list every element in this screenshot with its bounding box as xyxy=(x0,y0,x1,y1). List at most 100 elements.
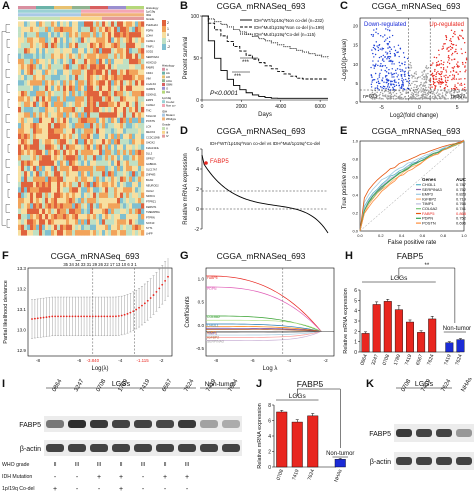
heatmap-cell xyxy=(108,32,112,38)
bar xyxy=(383,301,392,353)
heatmap-cell xyxy=(27,42,31,49)
heatmap-cell xyxy=(36,32,40,38)
heatmap-cell xyxy=(135,128,139,134)
volcano-point xyxy=(410,67,413,69)
heatmap-gene-label: PDPN xyxy=(146,28,153,32)
roc-table-auc: 0.752 xyxy=(456,187,467,192)
heatmap-cell xyxy=(87,128,91,134)
heatmap-cell xyxy=(78,37,82,43)
volcano-point xyxy=(379,97,381,99)
heatmap-cell xyxy=(126,144,130,150)
heatmap-cell xyxy=(126,101,130,108)
cv-point xyxy=(51,315,54,318)
heatmap-cell xyxy=(72,112,76,118)
heatmap-cell xyxy=(135,192,139,199)
heatmap-cell xyxy=(57,128,61,134)
heatmap-cell xyxy=(42,58,46,65)
heatmap-cell xyxy=(42,144,46,150)
heatmap-cell xyxy=(51,219,55,225)
heatmap-cell xyxy=(78,117,82,124)
heatmap-cell xyxy=(114,230,118,236)
heatmap-cell xyxy=(18,117,22,124)
volcano-point xyxy=(460,78,462,80)
heatmap-track-cell xyxy=(69,9,72,13)
volcano-point xyxy=(370,33,373,36)
significance-mark: ** xyxy=(316,385,321,390)
heatmap-cell xyxy=(120,165,124,172)
bar-category-label: 7624 xyxy=(426,353,436,366)
volcano-point xyxy=(408,75,411,77)
heatmap-cell xyxy=(42,80,46,86)
heatmap-cell xyxy=(60,219,64,225)
heatmap-cell xyxy=(45,203,49,209)
heatmap-cell xyxy=(135,80,139,86)
volcano-point xyxy=(451,52,454,55)
heatmap-cell xyxy=(120,224,124,231)
volcano-point xyxy=(393,76,395,78)
heatmap-cell xyxy=(90,160,94,167)
heatmap-track-cell xyxy=(39,16,42,20)
heatmap-track-cell xyxy=(78,9,81,13)
heatmap-cell xyxy=(105,176,109,183)
heatmap-cell xyxy=(84,123,88,129)
heatmap-cell xyxy=(75,224,79,231)
heatmap-cell xyxy=(141,26,145,33)
heatmap-cell xyxy=(117,42,121,49)
volcano-point xyxy=(453,76,456,78)
volcano-point xyxy=(454,84,456,86)
heatmap-cell xyxy=(99,139,103,145)
volcano-point xyxy=(395,72,397,74)
heatmap-cell xyxy=(81,53,85,60)
heatmap-cell xyxy=(84,90,88,97)
heatmap-cell xyxy=(96,58,100,65)
heatmap-cell xyxy=(30,171,34,177)
heatmap-track-cell xyxy=(27,6,30,10)
heatmap-cell xyxy=(117,69,121,76)
heatmap-cell xyxy=(39,74,43,81)
heatmap-cell xyxy=(57,192,61,199)
heatmap-cell xyxy=(108,26,112,33)
heatmap-cell xyxy=(132,42,136,49)
heatmap-cell xyxy=(78,214,82,220)
heatmap-cell xyxy=(45,214,49,220)
heatmap-cell xyxy=(93,53,97,60)
heatmap-cell xyxy=(45,96,49,102)
heatmap-cell xyxy=(90,181,94,188)
heatmap-cell xyxy=(105,155,109,161)
heatmap-cell xyxy=(42,42,46,49)
blot-band xyxy=(222,444,240,452)
y-tick-label: 100 xyxy=(191,14,200,20)
volcano-point xyxy=(391,95,393,98)
volcano-point xyxy=(385,39,387,41)
heatmap-cell xyxy=(138,176,142,183)
x-tick-label: -6 xyxy=(251,358,256,363)
heatmap-cell xyxy=(63,208,67,215)
volcano-point xyxy=(378,98,380,100)
volcano-point xyxy=(435,92,438,94)
heatmap-cell xyxy=(51,53,55,60)
volcano-point xyxy=(386,43,388,45)
heatmap-cell xyxy=(48,203,52,209)
heatmap-cell xyxy=(66,139,70,145)
roc-table-gene: TIMP1 xyxy=(422,201,435,206)
heatmap-cell xyxy=(39,101,43,108)
volcano-point xyxy=(423,78,425,81)
volcano-point xyxy=(410,65,412,67)
heatmap-cell xyxy=(141,165,145,172)
volcano-point xyxy=(455,96,458,99)
heatmap-cell xyxy=(138,69,142,76)
heatmap-cell xyxy=(66,101,70,108)
meta-value: - xyxy=(142,474,145,481)
volcano-point xyxy=(438,73,441,75)
volcano-point xyxy=(445,92,447,94)
heatmap-cell xyxy=(90,187,94,193)
heatmap-cell xyxy=(30,224,34,231)
heatmap-cell xyxy=(27,192,31,199)
heatmap-track-cell xyxy=(96,13,99,17)
heatmap-cell xyxy=(120,32,124,38)
heatmap-cell xyxy=(114,224,118,231)
volcano-point xyxy=(461,30,464,32)
heatmap-cell xyxy=(138,74,142,81)
heatmap-cell xyxy=(27,197,31,204)
volcano-point xyxy=(432,83,435,86)
